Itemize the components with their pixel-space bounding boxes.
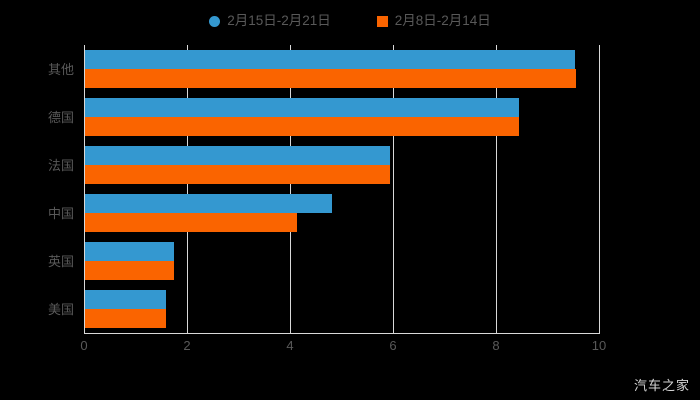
legend-item-label: 2月15日-2月21日 (227, 13, 331, 29)
bar[interactable] (84, 261, 175, 280)
x-axis-tick-mark (496, 328, 497, 333)
bar-group-5 (84, 290, 599, 328)
bar-group-1 (84, 98, 599, 136)
bar[interactable] (84, 213, 297, 232)
y-axis-tick-label: 英国 (47, 254, 74, 269)
x-axis-tick-label: 2 (183, 338, 191, 353)
x-axis-tick-label: 10 (591, 338, 607, 353)
y-axis-tick-label: 美国 (47, 302, 74, 317)
x-axis-tick-mark (599, 328, 600, 333)
gridline-x-6 (393, 45, 394, 333)
bar-group-0 (84, 50, 599, 88)
gridline-x-2 (187, 45, 188, 333)
bar[interactable] (84, 50, 575, 69)
bar[interactable] (84, 309, 166, 328)
bar[interactable] (84, 117, 520, 136)
y-axis-tick-labels: 其他德国法国中国英国美国 (0, 45, 74, 333)
gridline-x-8 (496, 45, 497, 333)
x-axis-tick-label: 6 (389, 338, 397, 353)
legend-item-0[interactable]: 2月15日-2月21日 (209, 14, 331, 28)
bar-group-3 (84, 194, 599, 232)
y-axis-line (84, 45, 85, 333)
y-axis-tick-label: 中国 (47, 206, 74, 221)
bar[interactable] (84, 146, 391, 165)
bar[interactable] (84, 194, 332, 213)
legend-item-label: 2月8日-2月14日 (394, 13, 491, 29)
bar-group-2 (84, 146, 599, 184)
x-axis-tick-mark (84, 328, 85, 333)
bar[interactable] (84, 98, 520, 117)
y-axis-tick-label: 法国 (47, 158, 74, 173)
gridline-x-10 (599, 45, 600, 333)
bar[interactable] (84, 242, 175, 261)
bar[interactable] (84, 290, 166, 309)
x-axis-tick-label: 8 (492, 338, 500, 353)
bar[interactable] (84, 165, 391, 184)
x-axis-tick-mark (290, 328, 291, 333)
watermark: 汽车之家 (633, 378, 690, 393)
x-axis-tick-mark (393, 328, 394, 333)
circle-marker-icon (209, 15, 221, 27)
square-marker-icon (376, 15, 388, 27)
x-axis-tick-label: 0 (80, 338, 88, 353)
bar[interactable] (84, 69, 576, 88)
x-axis-tick-label: 4 (286, 338, 294, 353)
x-axis-tick-labels: 0 2 4 6 8 10 (80, 328, 606, 363)
gridline-x-4 (290, 45, 291, 333)
legend-item-1[interactable]: 2月8日-2月14日 (376, 13, 491, 29)
y-axis-tick-label: 其他 (47, 62, 74, 77)
chart-legend: 2月15日-2月21日 2月8日-2月14日 (0, 8, 700, 34)
x-axis-line (84, 333, 600, 334)
plot-area (84, 45, 600, 333)
bar-group-4 (84, 242, 599, 280)
y-axis-tick-label: 德国 (47, 110, 74, 125)
x-axis-tick-mark (187, 328, 188, 333)
